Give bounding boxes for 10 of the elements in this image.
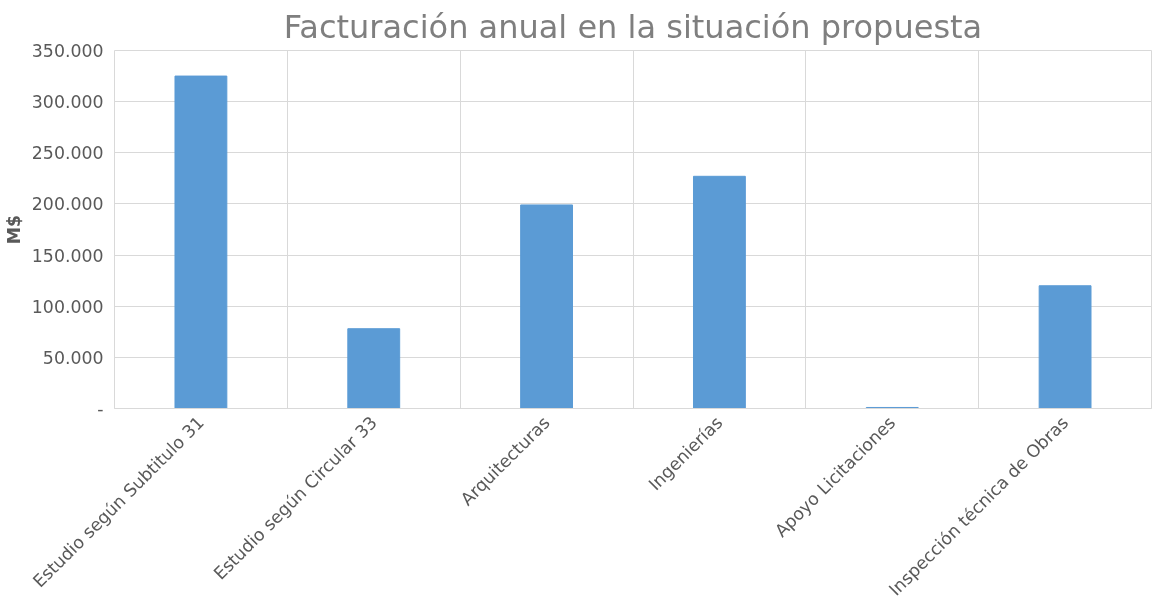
y-axis-title: M$ (3, 214, 24, 245)
y-tick-label: 250.000 (31, 143, 104, 164)
y-tick-label: 100.000 (31, 296, 104, 317)
y-tick-label: 350.000 (31, 41, 104, 61)
y-tick-label: 300.000 (31, 92, 104, 113)
chart-title: Facturación anual en la situación propuesta (283, 7, 983, 46)
y-tick-label: 50.000 (42, 347, 104, 368)
y-tick-label: - (97, 399, 104, 419)
y-tick-label: 150.000 (31, 245, 104, 266)
y-tick-label: 200.000 (31, 194, 104, 215)
